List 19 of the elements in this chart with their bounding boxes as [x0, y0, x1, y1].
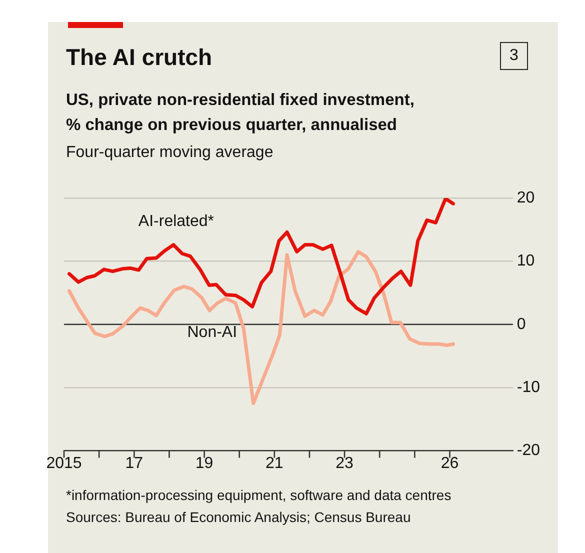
x-tick-label: 19 [195, 454, 214, 472]
chart-title: The AI crutch [66, 44, 212, 71]
x-tick-label: 2015 [46, 454, 82, 472]
x-tick-label: 26 [440, 454, 459, 472]
y-axis-title: Four-quarter moving average [66, 144, 274, 162]
x-tick-label: 17 [125, 454, 144, 472]
y-tick-label: -20 [516, 442, 540, 460]
y-tick-label: 20 [516, 189, 535, 206]
text: 3 [500, 42, 528, 70]
y-tick-label: 10 [516, 252, 535, 270]
series-label: Non-AI [187, 324, 238, 342]
text: *information-processing equipment, software and data centres [66, 486, 452, 505]
x-tick-label: 23 [336, 454, 354, 472]
source-note: Sources: Bureau of Economic Analysis; Census Bureau [66, 508, 412, 527]
y-tick-label: -10 [516, 379, 540, 396]
x-tick-label: 21 [266, 454, 284, 472]
chart-subtitle: US, private non-residential fixed investment, % change on previous quarter, annualised [66, 90, 414, 136]
series-label: AI-related* [138, 212, 214, 230]
y-tick-label: 0 [516, 316, 526, 333]
